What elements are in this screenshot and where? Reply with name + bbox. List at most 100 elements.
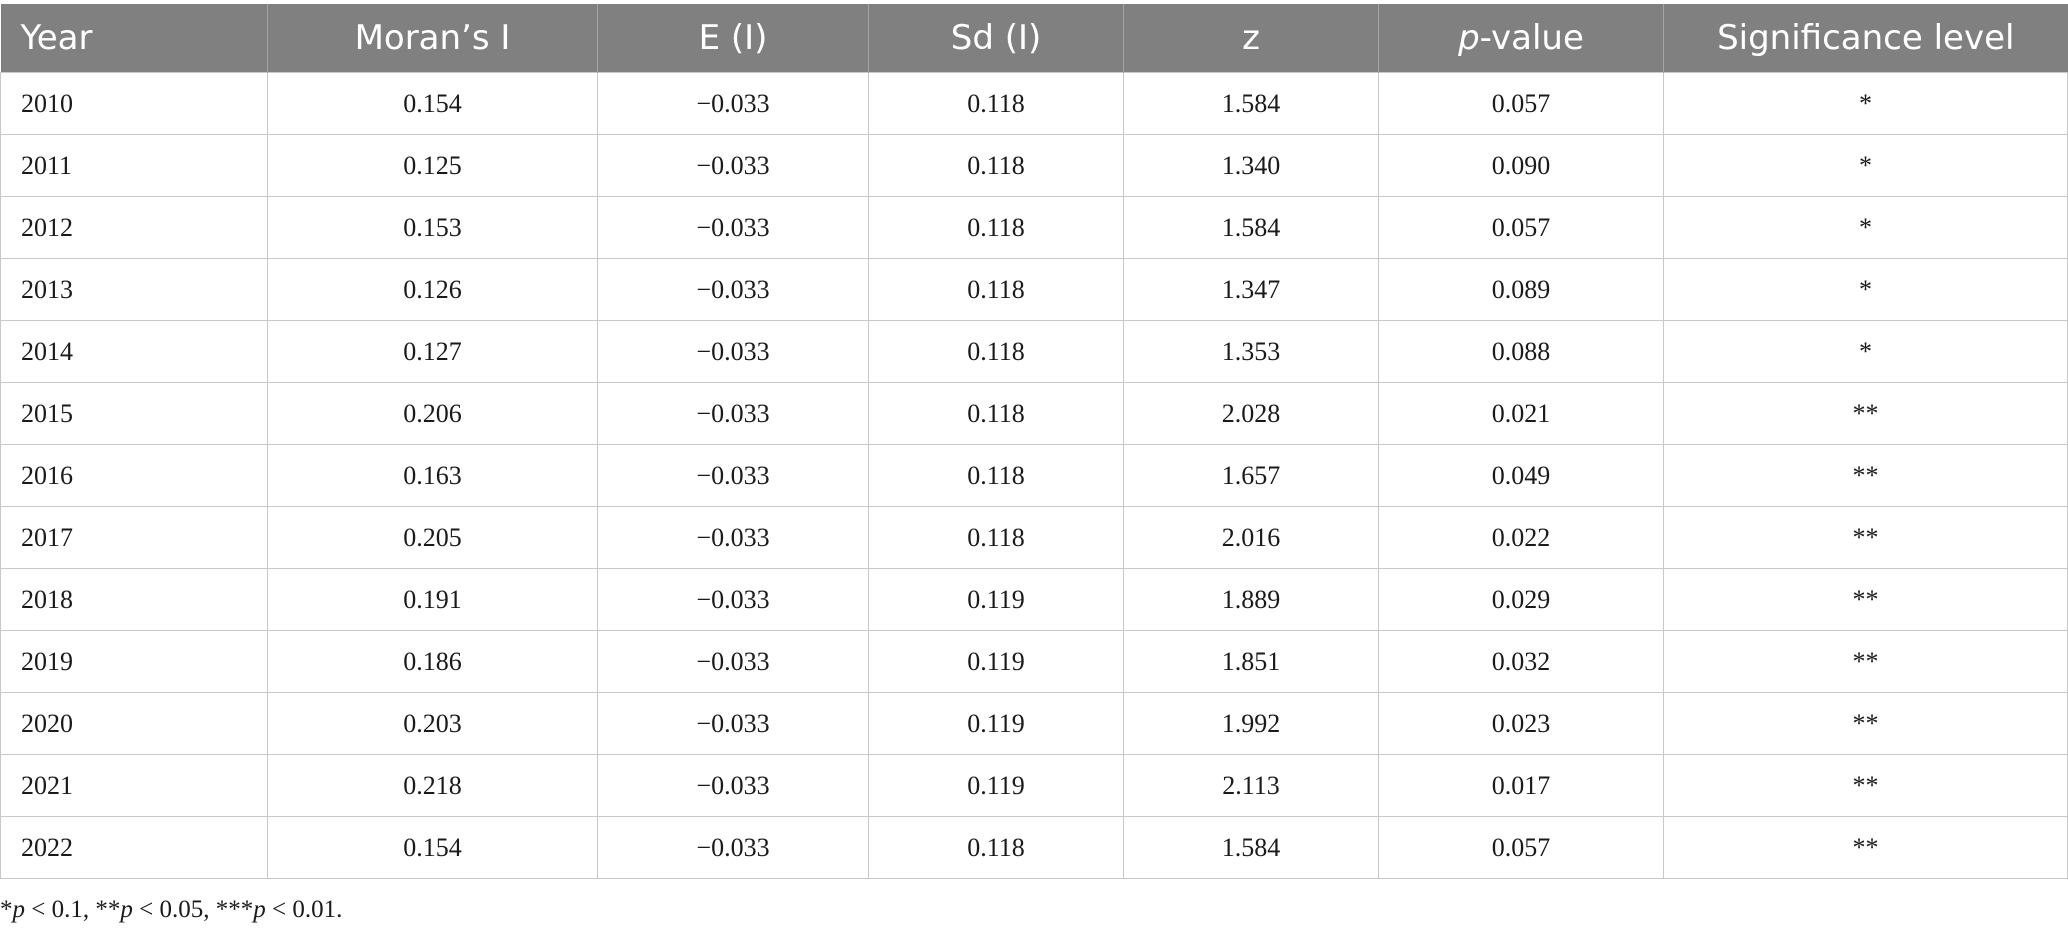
cell-morans-i: 0.205 (267, 506, 598, 569)
cell-year: 2015 (0, 382, 268, 445)
cell-z: 2.113 (1123, 754, 1379, 817)
cell-year: 2014 (0, 320, 268, 383)
cell-significance: ** (1663, 754, 2068, 817)
cell-sd-i: 0.119 (868, 630, 1124, 693)
cell-p-value: 0.029 (1378, 568, 1664, 631)
cell-year: 2018 (0, 568, 268, 631)
table-row: 2015 0.206 −0.033 0.118 2.028 0.021 ** (0, 382, 2068, 445)
cell-morans-i: 0.127 (267, 320, 598, 383)
cell-morans-i: 0.153 (267, 196, 598, 259)
cell-morans-i: 0.203 (267, 692, 598, 755)
cell-p-value: 0.049 (1378, 444, 1664, 507)
cell-z: 1.584 (1123, 816, 1379, 879)
table-body: 2010 0.154 −0.033 0.118 1.584 0.057 * 2011 0.125… (0, 72, 2068, 879)
cell-z: 2.016 (1123, 506, 1379, 569)
cell-morans-i: 0.154 (267, 816, 598, 879)
cell-z: 1.353 (1123, 320, 1379, 383)
cell-z: 1.584 (1123, 196, 1379, 259)
cell-significance: * (1663, 258, 2068, 321)
table-row: 2011 0.125 −0.033 0.118 1.340 0.090 * (0, 134, 2068, 197)
footnote-p-3: p (253, 896, 266, 923)
table-row: 2021 0.218 −0.033 0.119 2.113 0.017 ** (0, 754, 2068, 817)
cell-sd-i: 0.119 (868, 754, 1124, 817)
cell-sd-i: 0.119 (868, 692, 1124, 755)
footnote-text-1: < 0.1, ** (25, 896, 121, 923)
cell-morans-i: 0.218 (267, 754, 598, 817)
cell-z: 1.347 (1123, 258, 1379, 321)
cell-z: 2.028 (1123, 382, 1379, 445)
cell-sd-i: 0.118 (868, 320, 1124, 383)
cell-year: 2013 (0, 258, 268, 321)
cell-p-value: 0.032 (1378, 630, 1664, 693)
cell-significance: ** (1663, 816, 2068, 879)
cell-year: 2017 (0, 506, 268, 569)
cell-sd-i: 0.118 (868, 816, 1124, 879)
cell-morans-i: 0.191 (267, 568, 598, 631)
cell-expected-i: −0.033 (597, 444, 869, 507)
header-significance-level: Significance level (1663, 4, 2068, 73)
header-row: Year Moran’s I E (I) Sd (I) z p-value Si… (0, 4, 2068, 73)
cell-year: 2019 (0, 630, 268, 693)
cell-morans-i: 0.206 (267, 382, 598, 445)
cell-sd-i: 0.119 (868, 568, 1124, 631)
morans-i-table: Year Moran’s I E (I) Sd (I) z p-value Si… (0, 4, 2068, 879)
cell-significance: * (1663, 196, 2068, 259)
cell-significance: * (1663, 72, 2068, 135)
significance-footnote: *p < 0.1, **p < 0.05, ***p < 0.01. (0, 896, 342, 924)
cell-year: 2011 (0, 134, 268, 197)
cell-p-value: 0.057 (1378, 816, 1664, 879)
cell-p-value: 0.057 (1378, 196, 1664, 259)
header-expected-i: E (I) (597, 4, 869, 73)
cell-z: 1.584 (1123, 72, 1379, 135)
cell-p-value: 0.090 (1378, 134, 1664, 197)
cell-year: 2021 (0, 754, 268, 817)
cell-p-value: 0.023 (1378, 692, 1664, 755)
cell-sd-i: 0.118 (868, 134, 1124, 197)
cell-z: 1.889 (1123, 568, 1379, 631)
table-row: 2019 0.186 −0.033 0.119 1.851 0.032 ** (0, 630, 2068, 693)
table-row: 2010 0.154 −0.033 0.118 1.584 0.057 * (0, 72, 2068, 135)
cell-year: 2010 (0, 72, 268, 135)
table-row: 2017 0.205 −0.033 0.118 2.016 0.022 ** (0, 506, 2068, 569)
cell-morans-i: 0.163 (267, 444, 598, 507)
cell-expected-i: −0.033 (597, 754, 869, 817)
cell-expected-i: −0.033 (597, 258, 869, 321)
cell-p-value: 0.088 (1378, 320, 1664, 383)
cell-significance: * (1663, 134, 2068, 197)
cell-morans-i: 0.126 (267, 258, 598, 321)
header-z: z (1123, 4, 1379, 73)
cell-p-value: 0.089 (1378, 258, 1664, 321)
footnote-p-1: p (12, 896, 26, 923)
cell-expected-i: −0.033 (597, 382, 869, 445)
header-p-value-suffix: -value (1479, 18, 1584, 58)
cell-expected-i: −0.033 (597, 506, 869, 569)
cell-sd-i: 0.118 (868, 72, 1124, 135)
cell-z: 1.340 (1123, 134, 1379, 197)
cell-expected-i: −0.033 (597, 568, 869, 631)
footnote-star-1: * (0, 896, 13, 923)
footnote-p-2: p (120, 896, 133, 923)
table-row: 2022 0.154 −0.033 0.118 1.584 0.057 ** (0, 816, 2068, 879)
cell-sd-i: 0.118 (868, 382, 1124, 445)
header-p-letter: p (1458, 18, 1480, 58)
cell-z: 1.851 (1123, 630, 1379, 693)
table-row: 2012 0.153 −0.033 0.118 1.584 0.057 * (0, 196, 2068, 259)
cell-expected-i: −0.033 (597, 72, 869, 135)
header-p-value: p-value (1378, 4, 1664, 73)
cell-expected-i: −0.033 (597, 692, 869, 755)
cell-significance: * (1663, 320, 2068, 383)
cell-significance: ** (1663, 692, 2068, 755)
table-row: 2013 0.126 −0.033 0.118 1.347 0.089 * (0, 258, 2068, 321)
cell-sd-i: 0.118 (868, 506, 1124, 569)
cell-morans-i: 0.125 (267, 134, 598, 197)
cell-significance: ** (1663, 444, 2068, 507)
table-row: 2016 0.163 −0.033 0.118 1.657 0.049 ** (0, 444, 2068, 507)
cell-sd-i: 0.118 (868, 444, 1124, 507)
footnote-text-2: < 0.05, *** (132, 896, 254, 923)
cell-p-value: 0.021 (1378, 382, 1664, 445)
cell-expected-i: −0.033 (597, 816, 869, 879)
cell-expected-i: −0.033 (597, 134, 869, 197)
cell-significance: ** (1663, 506, 2068, 569)
table-row: 2018 0.191 −0.033 0.119 1.889 0.029 ** (0, 568, 2068, 631)
table-header: Year Moran’s I E (I) Sd (I) z p-value Si… (0, 4, 2068, 73)
